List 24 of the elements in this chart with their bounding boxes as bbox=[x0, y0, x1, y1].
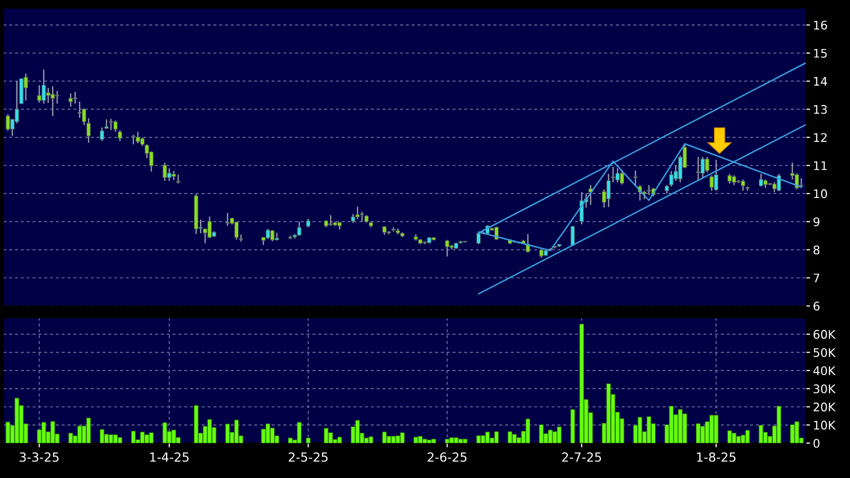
y-tick-label: 7 bbox=[814, 274, 820, 282]
x-tick-label: 1-8-25 bbox=[697, 452, 736, 462]
y-tick-label: 40K bbox=[813, 366, 836, 376]
y-tick-label: 9 bbox=[813, 217, 820, 226]
y-tick-label: 8 bbox=[814, 245, 820, 254]
y-tick-label: 10 bbox=[814, 189, 827, 198]
y-tick-label: 6 bbox=[814, 302, 820, 311]
y-tick-label: 10K bbox=[814, 420, 836, 430]
x-tick-label: 3-3-25 bbox=[20, 452, 59, 462]
x-tick-label: 2-5-25 bbox=[288, 452, 328, 462]
y-tick-label: 13 bbox=[814, 104, 827, 114]
y-tick-label: 11 bbox=[814, 161, 827, 170]
y-tick-label: 14 bbox=[814, 77, 828, 86]
y-tick-label: 0 bbox=[814, 438, 820, 448]
y-tick-label: 30K bbox=[814, 384, 836, 394]
y-tick-label: 50K bbox=[814, 348, 836, 358]
y-tick-label: 60K bbox=[814, 330, 836, 339]
x-tick-label: 1-4-25 bbox=[150, 452, 189, 462]
y-tick-label: 20K bbox=[814, 402, 836, 412]
y-tick-label: 16 bbox=[814, 20, 828, 30]
y-tick-label: 12 bbox=[814, 133, 827, 142]
y-tick-label: 15 bbox=[814, 48, 827, 58]
x-tick-label: 2-7-25 bbox=[562, 452, 601, 462]
x-tick-label: 2-6-25 bbox=[428, 452, 467, 462]
